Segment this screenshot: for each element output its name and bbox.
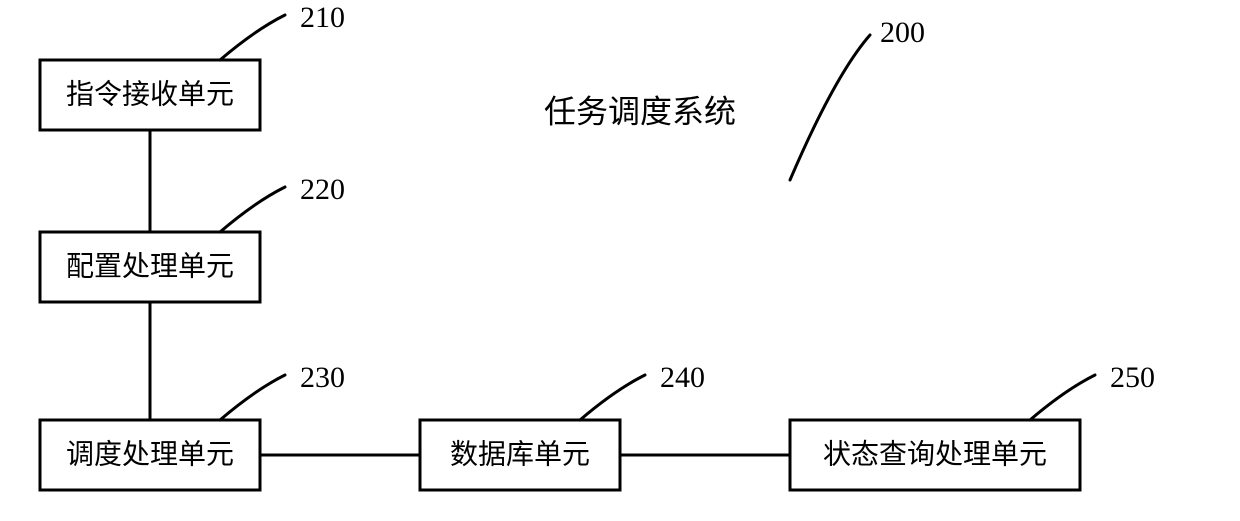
node-number: 210 xyxy=(300,1,345,34)
node-number: 240 xyxy=(660,361,705,394)
leader-line xyxy=(580,375,645,420)
node-n210: 指令接收单元 210 xyxy=(40,1,345,130)
node-number: 220 xyxy=(300,173,345,206)
node-n250: 状态查询处理单元 250 xyxy=(790,361,1155,490)
node-label: 数据库单元 xyxy=(450,438,590,470)
node-n230: 调度处理单元 230 xyxy=(40,361,345,490)
leader-line xyxy=(220,375,285,420)
diagram-title: 任务调度系统 xyxy=(544,93,736,129)
title-leader xyxy=(790,35,870,180)
node-number: 230 xyxy=(300,361,345,394)
node-n220: 配置处理单元 220 xyxy=(40,173,345,302)
leader-line xyxy=(1030,375,1095,420)
title-number: 200 xyxy=(880,16,925,49)
node-label: 调度处理单元 xyxy=(66,438,234,470)
node-label: 配置处理单元 xyxy=(66,250,234,282)
leader-line xyxy=(220,15,285,60)
node-n240: 数据库单元 240 xyxy=(420,361,705,490)
node-label: 状态查询处理单元 xyxy=(823,438,1047,470)
leader-line xyxy=(220,187,285,232)
diagram-canvas: 指令接收单元 210 配置处理单元 220 调度处理单元 230 数据库单元 240 状态查询处… xyxy=(0,0,1240,521)
node-label: 指令接收单元 xyxy=(66,78,234,110)
node-number: 250 xyxy=(1110,361,1155,394)
